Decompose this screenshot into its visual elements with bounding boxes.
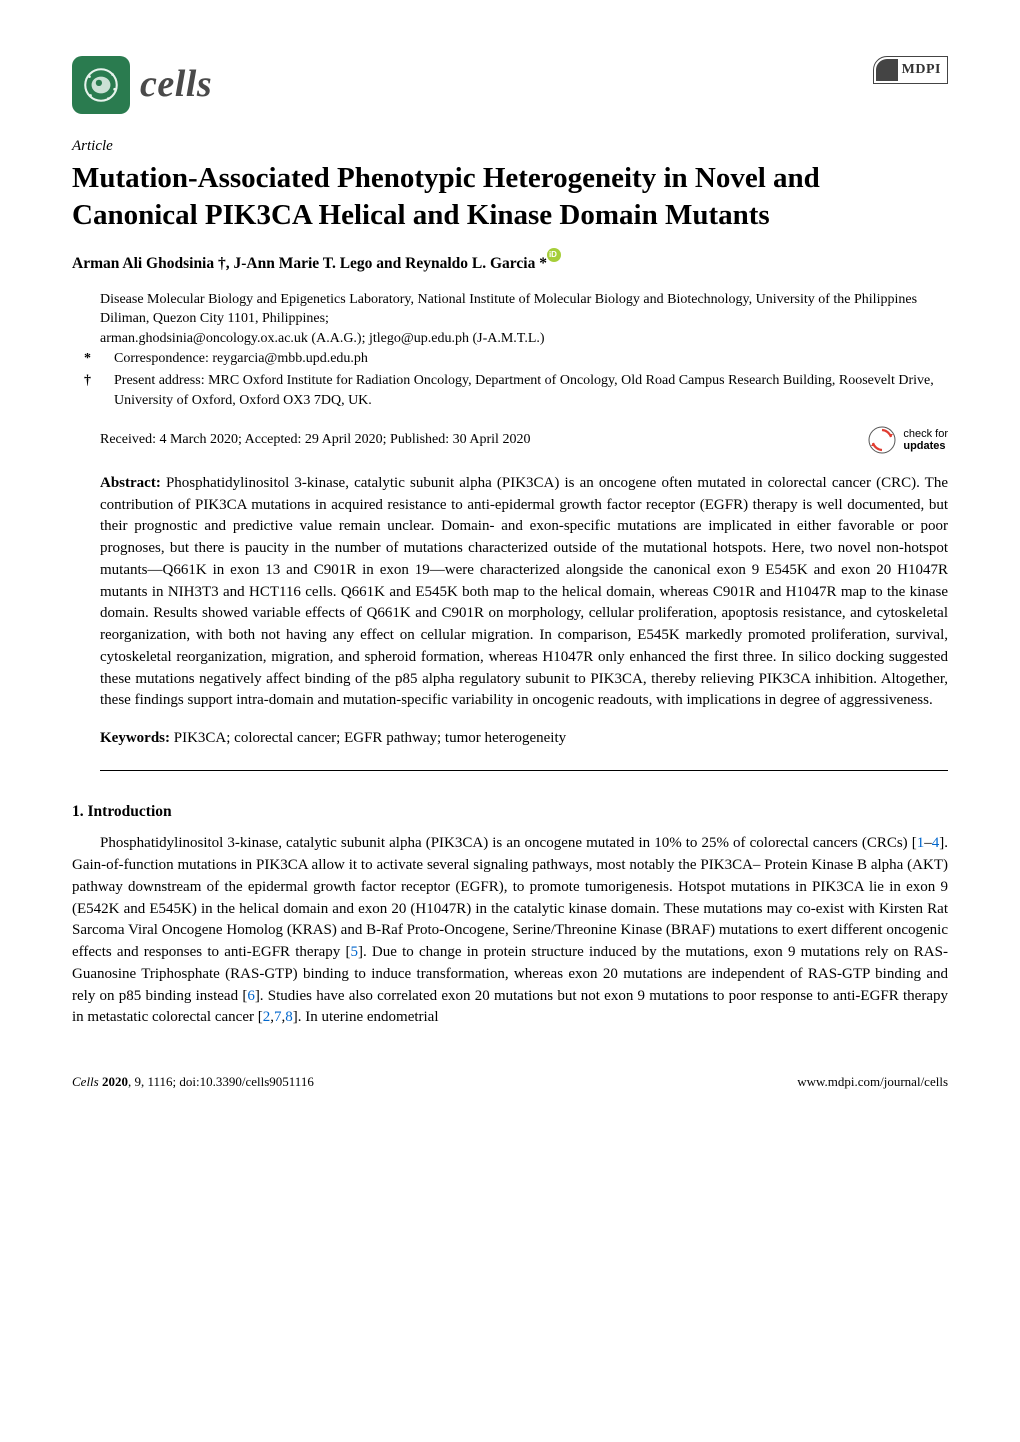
correspondence-email: reygarcia@mbb.upd.edu.ph <box>212 351 368 366</box>
publisher-logo: MDPI <box>873 56 948 84</box>
affiliation-block: Disease Molecular Biology and Epigenetic… <box>72 290 948 411</box>
journal-name: cells <box>140 57 212 112</box>
correspondence-marker: * <box>84 349 91 369</box>
intro-seg-1: Phosphatidylinositol 3-kinase, catalytic… <box>100 835 917 851</box>
mdpi-mark-icon <box>876 59 898 81</box>
separator-rule <box>100 770 948 771</box>
affiliation-text: Disease Molecular Biology and Epigenetic… <box>100 290 948 330</box>
authors-text: Arman Ali Ghodsinia †, J-Ann Marie T. Le… <box>72 255 547 272</box>
keywords-text: PIK3CA; colorectal cancer; EGFR pathway;… <box>170 730 566 746</box>
journal-logo-block: cells <box>72 56 212 114</box>
abstract-block: Abstract: Phosphatidylinositol 3-kinase,… <box>72 473 948 712</box>
check-updates-icon <box>867 425 897 455</box>
check-updates-line2: updates <box>903 440 948 452</box>
article-type: Article <box>72 136 948 158</box>
footer-url: www.mdpi.com/journal/cells <box>797 1073 948 1092</box>
orcid-icon[interactable] <box>547 248 561 262</box>
footer-left: Cells 2020, 9, 1116; doi:10.3390/cells90… <box>72 1073 314 1092</box>
section-1-heading: 1. Introduction <box>72 801 948 823</box>
check-updates-badge[interactable]: check for updates <box>867 425 948 455</box>
page-footer: Cells 2020, 9, 1116; doi:10.3390/cells90… <box>72 1073 948 1092</box>
publisher-name: MDPI <box>902 60 941 80</box>
intro-seg-5: ]. In uterine endometrial <box>293 1009 439 1025</box>
check-updates-line1: check for <box>903 428 948 440</box>
present-address-marker: † <box>84 371 91 391</box>
cells-logo-icon <box>72 56 130 114</box>
dates-text: Received: 4 March 2020; Accepted: 29 Apr… <box>100 430 530 450</box>
abstract-label: Abstract: <box>100 475 161 491</box>
check-updates-text: check for updates <box>903 428 948 452</box>
footer-journal: Cells <box>72 1074 99 1089</box>
footer-year: 2020 <box>102 1074 128 1089</box>
dates-row: Received: 4 March 2020; Accepted: 29 Apr… <box>72 425 948 455</box>
article-title: Mutation-Associated Phenotypic Heterogen… <box>72 160 948 234</box>
intro-paragraph: Phosphatidylinositol 3-kinase, catalytic… <box>72 833 948 1029</box>
intro-seg-2: ]. Gain-of-function mutations in PIK3CA … <box>72 835 948 960</box>
ref-8[interactable]: 8 <box>285 1009 293 1025</box>
ref-6[interactable]: 6 <box>247 988 255 1004</box>
authors-line: Arman Ali Ghodsinia †, J-Ann Marie T. Le… <box>72 248 948 276</box>
ref-dash: – <box>924 835 932 851</box>
keywords-block: Keywords: PIK3CA; colorectal cancer; EGF… <box>72 728 948 750</box>
abstract-text: Phosphatidylinositol 3-kinase, catalytic… <box>100 475 948 709</box>
correspondence-row: * Correspondence: reygarcia@mbb.upd.edu.… <box>100 349 948 369</box>
correspondence-label: Correspondence: <box>114 351 209 366</box>
keywords-label: Keywords: <box>100 730 170 746</box>
present-address-text: Present address: MRC Oxford Institute fo… <box>114 373 934 408</box>
present-address-row: † Present address: MRC Oxford Institute … <box>100 371 948 411</box>
affiliation-emails: arman.ghodsinia@oncology.ox.ac.uk (A.A.G… <box>100 329 948 349</box>
ref-5[interactable]: 5 <box>350 944 358 960</box>
header-row: cells MDPI <box>72 56 948 114</box>
footer-vol-doi: , 9, 1116; doi:10.3390/cells9051116 <box>128 1074 314 1089</box>
